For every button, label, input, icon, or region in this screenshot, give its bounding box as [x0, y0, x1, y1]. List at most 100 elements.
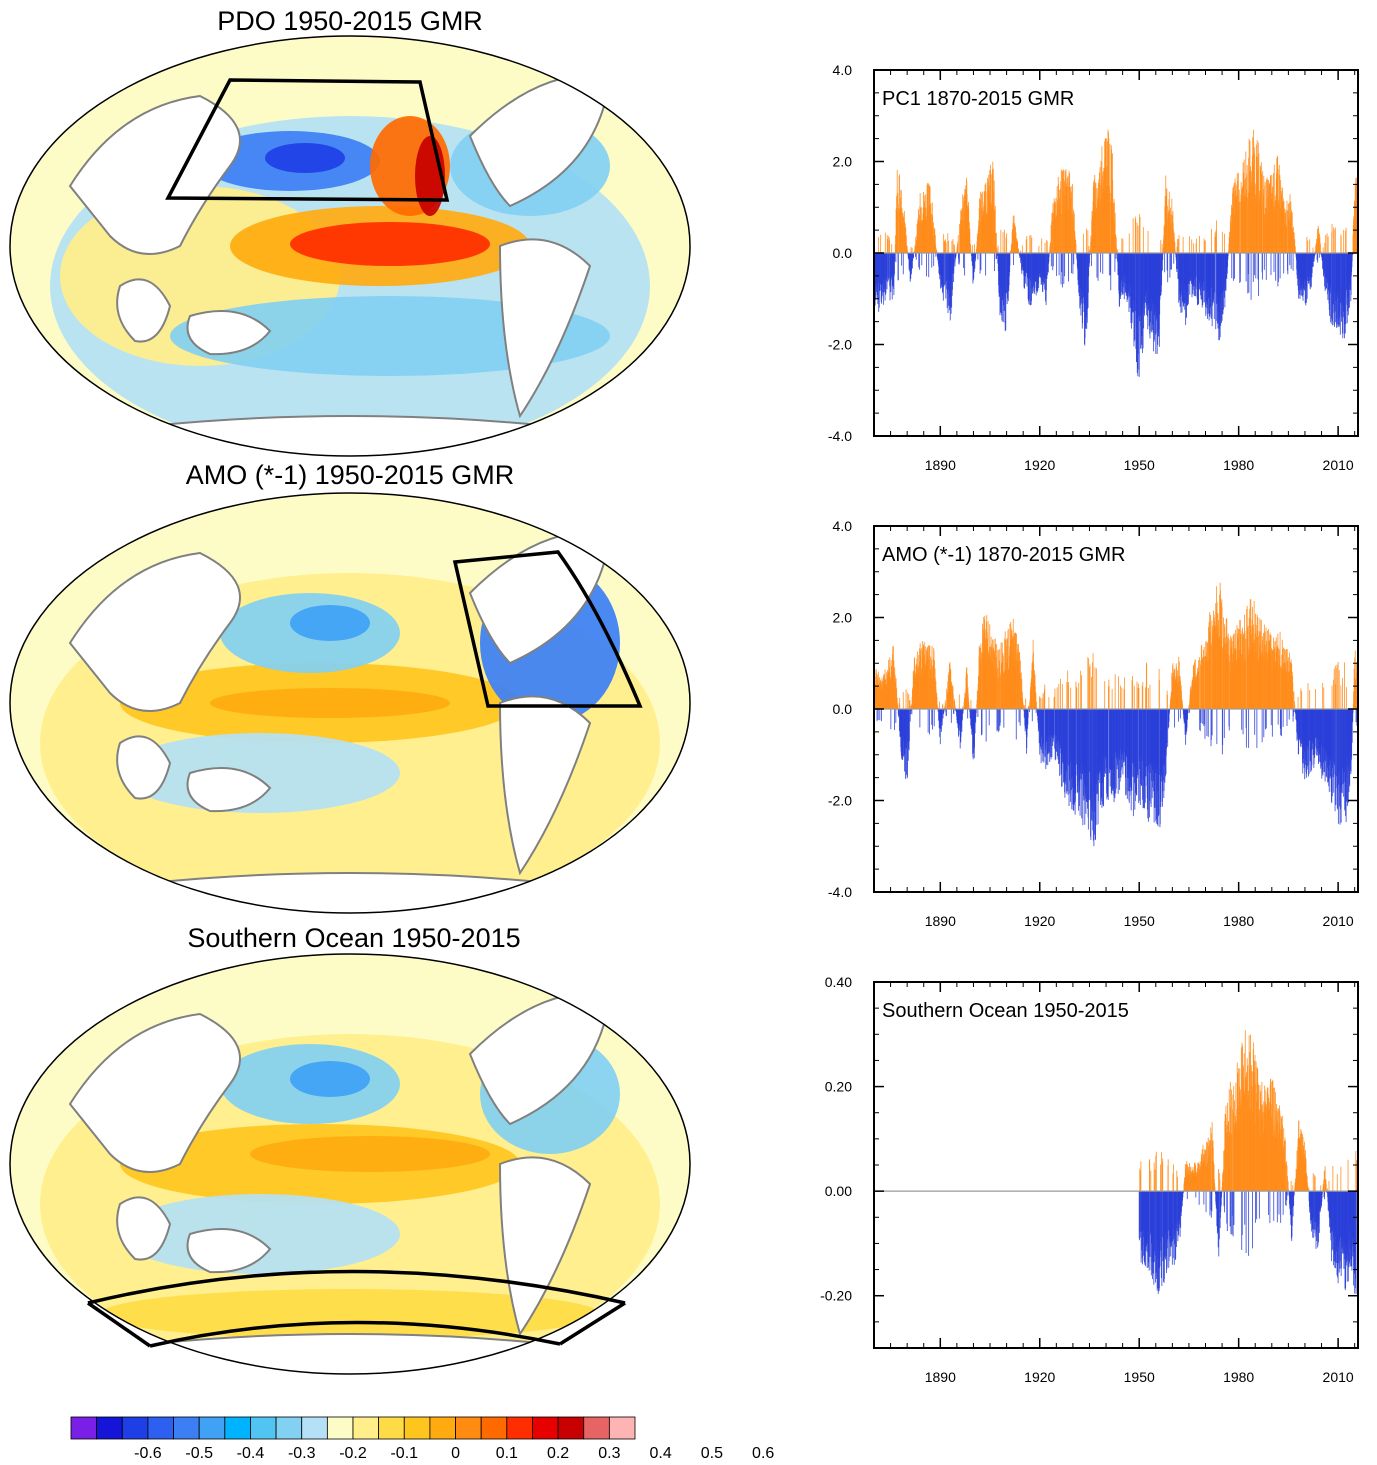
- x-tick-label: 1980: [1223, 457, 1254, 473]
- region-band-west: [87, 1301, 151, 1348]
- colorbar-label: 0: [451, 1445, 460, 1462]
- colorbar-swatch: [583, 1416, 610, 1440]
- map-field: [10, 954, 690, 1374]
- x-tick-label: 1890: [925, 913, 956, 929]
- land-mass: [116, 735, 172, 800]
- colorbar-swatch: [173, 1416, 200, 1440]
- pc1-timeseries-panel: -4.0 -2.0 0.0 2.0 4.0 1890 1920 1950 1980 2010 PC1…: [828, 62, 1359, 473]
- y-tick-label: 2.0: [833, 154, 853, 170]
- region-band-east: [559, 1301, 626, 1346]
- colorbar-swatch: [326, 1416, 354, 1440]
- anomaly-patch: [290, 1061, 370, 1097]
- anomaly-patch: [250, 1136, 490, 1172]
- series-bars: [873, 129, 1359, 377]
- x-tick-label: 1950: [1124, 913, 1155, 929]
- colorbar-swatch: [480, 1416, 508, 1440]
- map-border: [9, 492, 691, 914]
- y-tick-label: -2.0: [828, 337, 852, 353]
- colorbar-swatch: [455, 1416, 482, 1440]
- region-box: [452, 550, 643, 708]
- map-border: [9, 953, 691, 1375]
- pdo-map: [9, 35, 691, 457]
- y-tick-label: -4.0: [828, 884, 852, 900]
- x-tick-label: 1920: [1024, 1369, 1055, 1385]
- colorbar: -0.6 -0.5 -0.4 -0.3 -0.2 -0.1 0 0.1 0.2 0.3 0.4 0.5…: [70, 1416, 774, 1462]
- y-tick-label: 0.0: [833, 701, 853, 717]
- map-title-southern-ocean: Southern Ocean 1950-2015: [187, 923, 520, 953]
- panel-title: AMO (*-1) 1870-2015 GMR: [882, 544, 1125, 566]
- x-tick-label: 1950: [1124, 457, 1155, 473]
- panel-title: PC1 1870-2015 GMR: [882, 88, 1074, 110]
- series-bars: [1138, 1030, 1359, 1294]
- panel-title: Southern Ocean 1950-2015: [882, 1000, 1129, 1022]
- anomaly-patch: [290, 605, 370, 641]
- anomaly-patch: [170, 296, 610, 376]
- colorbar-label: -0.5: [185, 1445, 213, 1462]
- colorbar-label: 0.2: [547, 1445, 569, 1462]
- x-tick-label: 1890: [925, 457, 956, 473]
- anomaly-patch: [265, 143, 345, 173]
- colorbar-label: 0.1: [496, 1445, 518, 1462]
- colorbar-label: 0.4: [650, 1445, 672, 1462]
- anomaly-patch: [290, 222, 490, 266]
- map-field: [10, 36, 690, 456]
- colorbar-swatch: [96, 1416, 123, 1440]
- land-mass: [149, 1333, 551, 1374]
- colorbar-swatch: [557, 1416, 585, 1440]
- y-tick-label: 4.0: [833, 62, 853, 78]
- colorbar-label: -0.3: [288, 1445, 316, 1462]
- land-mass: [149, 872, 551, 913]
- x-tick-label: 2010: [1323, 1369, 1354, 1385]
- x-tick-label: 1950: [1124, 1369, 1155, 1385]
- colorbar-label: 0.6: [752, 1445, 774, 1462]
- y-tick-label: -2.0: [828, 793, 852, 809]
- colorbar-label: -0.1: [390, 1445, 418, 1462]
- x-tick-label: 1980: [1223, 913, 1254, 929]
- amo-timeseries-panel: -4.0 -2.0 0.0 2.0 4.0 1890 1920 1950 1980 2010 AMO…: [828, 518, 1359, 929]
- colorbar-swatch: [532, 1416, 559, 1440]
- y-tick-label: 0.20: [825, 1079, 852, 1095]
- land-mass: [68, 94, 241, 255]
- colorbar-swatch: [608, 1416, 636, 1440]
- colorbar-swatch: [70, 1416, 98, 1440]
- y-tick-label: -0.20: [820, 1288, 852, 1304]
- x-tick-label: 1890: [925, 1369, 956, 1385]
- land-mass: [468, 530, 612, 665]
- colorbar-swatch: [403, 1416, 431, 1440]
- land-mass: [149, 415, 551, 456]
- colorbar-swatch: [378, 1416, 405, 1440]
- map-title-pdo: PDO 1950-2015 GMR: [217, 6, 483, 36]
- land-mass: [498, 238, 592, 419]
- amo-map: [9, 492, 691, 914]
- series-bars: [873, 582, 1359, 847]
- colorbar-label: -0.6: [134, 1445, 162, 1462]
- x-tick-label: 2010: [1323, 913, 1354, 929]
- y-tick-label: 0.00: [825, 1183, 852, 1199]
- region-band-south: [149, 1320, 561, 1348]
- land-mass: [116, 1196, 172, 1261]
- y-tick-label: -4.0: [828, 428, 852, 444]
- colorbar-swatch: [224, 1416, 251, 1440]
- map-field: [10, 493, 690, 913]
- land-mass: [186, 1228, 272, 1274]
- land-mass: [468, 73, 612, 208]
- y-tick-label: 0.0: [833, 245, 853, 261]
- map-border: [9, 35, 691, 457]
- land-mass: [116, 278, 172, 343]
- land-mass: [68, 551, 241, 712]
- land-mass: [468, 991, 612, 1126]
- map-title-amo: AMO (*-1) 1950-2015 GMR: [186, 460, 515, 490]
- land-mass: [186, 767, 272, 813]
- land-mass: [498, 695, 592, 876]
- y-tick-label: 2.0: [833, 610, 853, 626]
- region-box: [165, 78, 450, 202]
- colorbar-label: 0.3: [598, 1445, 620, 1462]
- x-tick-label: 1920: [1024, 457, 1055, 473]
- land-mass: [186, 310, 272, 356]
- colorbar-swatch: [147, 1416, 174, 1440]
- x-tick-label: 2010: [1323, 457, 1354, 473]
- southern-ocean-timeseries-panel: -0.20 0.00 0.20 0.40 1890 1920 1950 1980 2010 Sou…: [820, 974, 1359, 1385]
- region-band-north: [87, 1269, 626, 1305]
- colorbar-label: -0.2: [339, 1445, 367, 1462]
